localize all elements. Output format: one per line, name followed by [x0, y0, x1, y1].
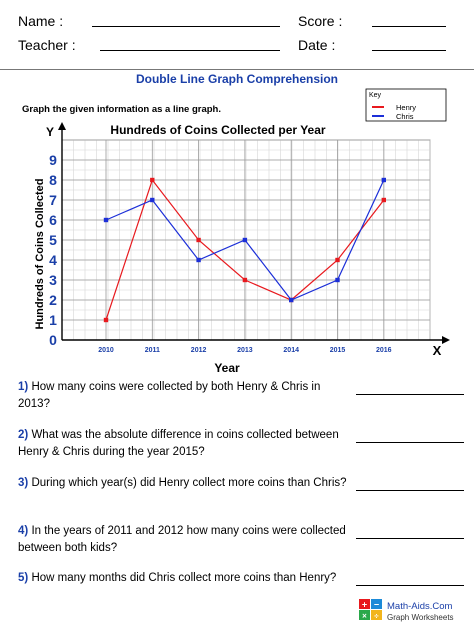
y-axis-title: Hundreds of Coins Collected [34, 179, 46, 330]
y-tick-label: 8 [49, 172, 57, 188]
teacher-label: Teacher : [18, 37, 76, 53]
data-point-henry [150, 177, 155, 183]
chart-series [103, 177, 386, 323]
question-text: What was the absolute difference in coin… [18, 429, 339, 458]
data-point-henry [381, 197, 386, 203]
data-point-chris [381, 177, 386, 183]
answer-blank-3[interactable] [356, 490, 464, 491]
date-field[interactable] [372, 50, 446, 51]
data-point-chris [289, 297, 294, 303]
question-4: 4) In the years of 2011 and 2012 how man… [18, 523, 348, 557]
x-tick-label: 2013 [237, 347, 253, 354]
y-tick-label: 6 [49, 212, 57, 228]
y-tick-label: 7 [49, 192, 57, 208]
data-point-henry [103, 317, 109, 323]
instruction-text: Graph the given information as a line gr… [22, 104, 222, 115]
data-point-henry [335, 257, 340, 263]
question-number: 4) [18, 525, 29, 537]
answer-blank-4[interactable] [356, 538, 464, 539]
header-divider [0, 69, 474, 70]
line-chart: 0 1 2 3 4 5 6 7 8 9 2010 2011 2012 2013 2014 2015 2016 H… [34, 88, 450, 375]
answer-blank-2[interactable] [356, 442, 464, 443]
worksheet-title: Double Line Graph Comprehension [135, 72, 338, 86]
y-axis-arrow-icon [58, 122, 66, 130]
svg-text:+: + [362, 600, 367, 610]
y-tick-label: 2 [49, 292, 57, 308]
x-tick-label: 2010 [98, 347, 114, 354]
y-tick-label: 0 [49, 332, 57, 348]
name-field[interactable] [92, 26, 280, 27]
y-tick-label: 3 [49, 272, 57, 288]
chart-labels: 0 1 2 3 4 5 6 7 8 9 2010 2011 2012 2013 2014 2015 2016 [49, 152, 392, 354]
question-number: 5) [18, 572, 29, 584]
teacher-field[interactable] [100, 50, 280, 51]
data-point-henry [196, 237, 201, 243]
data-point-chris [196, 257, 201, 263]
question-text: In the years of 2011 and 2012 how many c… [18, 525, 346, 554]
x-axis-title: Year [214, 361, 240, 375]
question-text: How many months did Chris collect more c… [31, 572, 337, 584]
chart-axes [58, 122, 450, 344]
x-tick-label: 2012 [191, 347, 207, 354]
chart-title: Hundreds of Coins Collected per Year [110, 123, 325, 137]
legend-label-chris: Chris [396, 112, 414, 121]
legend-label-henry: Henry [396, 103, 416, 112]
y-tick-label: 9 [49, 152, 57, 168]
legend-title: Key [369, 92, 382, 99]
answer-blank-5[interactable] [356, 585, 464, 586]
question-5: 5) How many months did Chris collect mor… [18, 570, 348, 587]
y-axis-letter: Y [46, 125, 54, 139]
svg-text:−: − [374, 600, 379, 610]
x-tick-label: 2016 [376, 347, 392, 354]
question-2: 2) What was the absolute difference in c… [18, 427, 348, 461]
svg-text:×: × [362, 612, 367, 621]
data-point-chris [242, 237, 248, 243]
x-tick-label: 2011 [145, 347, 160, 354]
question-text: During which year(s) did Henry collect m… [31, 477, 347, 489]
y-tick-label: 4 [49, 252, 57, 268]
y-tick-label: 5 [49, 232, 57, 248]
y-tick-label: 1 [49, 312, 57, 328]
footer-brand-subtitle: Graph Worksheets [387, 613, 454, 622]
date-label: Date : [298, 37, 336, 53]
x-tick-label: 2014 [283, 347, 299, 354]
chart-legend: Key Henry Chris [365, 88, 447, 122]
data-point-chris [335, 277, 340, 283]
question-number: 2) [18, 429, 29, 441]
question-3: 3) During which year(s) did Henry collec… [18, 475, 348, 492]
score-label: Score : [298, 13, 343, 29]
question-number: 1) [18, 381, 29, 393]
x-tick-label: 2015 [330, 347, 346, 354]
name-label: Name : [18, 13, 64, 29]
footer-brand-name: Math-Aids.Com [387, 601, 453, 612]
data-point-chris [150, 197, 155, 203]
answer-blank-1[interactable] [356, 394, 464, 395]
data-point-henry [242, 277, 248, 283]
question-1: 1) How many coins were collected by both… [18, 379, 348, 413]
math-aids-logo-icon: + − × ÷ [359, 599, 382, 621]
data-point-chris [103, 217, 109, 223]
question-text: How many coins were collected by both He… [18, 381, 321, 410]
svg-text:÷: ÷ [374, 612, 379, 621]
x-axis-arrow-icon [442, 336, 450, 344]
score-field[interactable] [372, 26, 446, 27]
x-axis-letter: X [433, 343, 442, 358]
footer-brand: Math-Aids.Com Graph Worksheets [387, 601, 454, 623]
question-number: 3) [18, 477, 29, 489]
